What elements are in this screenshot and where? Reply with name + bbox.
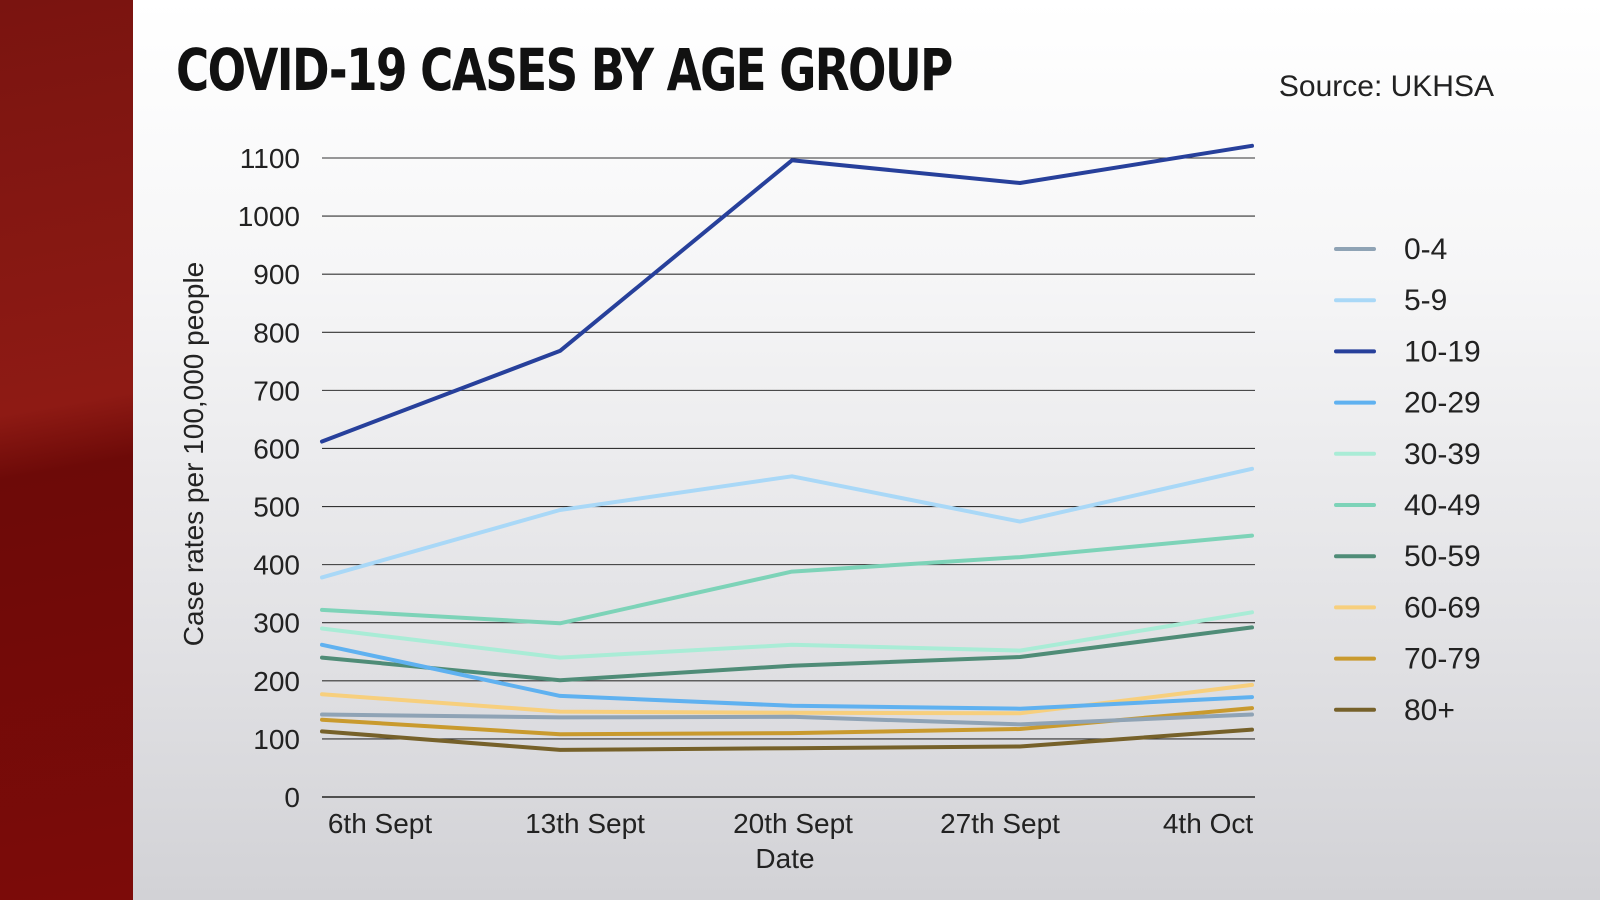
- x-tick-label: 6th Sept: [328, 808, 433, 839]
- y-tick-label: 1100: [240, 143, 300, 174]
- x-axis-label: Date: [755, 843, 814, 874]
- series-line-50-59: [320, 625, 1254, 683]
- y-tick-label: 700: [253, 375, 300, 406]
- legend-item: 60-69: [1334, 591, 1481, 624]
- y-tick-label: 500: [253, 492, 300, 523]
- legend-label: 0-4: [1404, 233, 1447, 266]
- y-tick-label: 400: [253, 550, 300, 581]
- legend-label: 20-29: [1404, 387, 1481, 420]
- series-line-80+: [320, 727, 1254, 752]
- legend-item: 80+: [1334, 694, 1455, 727]
- y-tick-label: 600: [253, 433, 300, 464]
- y-tick-label: 200: [253, 666, 300, 697]
- y-tick-label: 0: [284, 782, 300, 813]
- legend: 0-4 5-9 10-19 20-29 30-39 40-49 50-59 60-69 70-7…: [1334, 233, 1481, 727]
- left-decorative-band: [0, 0, 133, 900]
- x-tick-label: 4th Oct: [1163, 808, 1253, 839]
- legend-label: 70-79: [1404, 643, 1481, 676]
- chart-panel: [133, 0, 1600, 900]
- legend-item: 0-4: [1334, 233, 1447, 266]
- legend-item: 30-39: [1334, 438, 1481, 471]
- legend-label: 80+: [1404, 694, 1455, 727]
- legend-item: 40-49: [1334, 489, 1481, 522]
- series-lines: [320, 143, 1254, 752]
- legend-item: 10-19: [1334, 335, 1481, 368]
- y-tick-label: 800: [253, 317, 300, 348]
- source-label: Source: UKHSA: [1278, 70, 1494, 103]
- y-tick-label: 1000: [238, 201, 300, 232]
- legend-label: 5-9: [1404, 284, 1447, 317]
- series-line-5-9: [320, 466, 1254, 580]
- series-line-30-39: [320, 610, 1254, 660]
- x-axis-ticks: 6th Sept 13th Sept 20th Sept 27th Sept 4th O…: [328, 808, 1254, 839]
- legend-item: 20-29: [1334, 387, 1481, 420]
- y-axis-ticks: 0 100 200 300 400 500 600 700 800 900 1000 1100: [238, 143, 300, 813]
- legend-item: 5-9: [1334, 284, 1447, 317]
- legend-item: 70-79: [1334, 643, 1481, 676]
- legend-label: 50-59: [1404, 540, 1481, 573]
- legend-label: 60-69: [1404, 591, 1481, 624]
- legend-label: 40-49: [1404, 489, 1481, 522]
- legend-item: 50-59: [1334, 540, 1481, 573]
- series-line-60-69: [320, 682, 1254, 716]
- legend-label: 10-19: [1404, 335, 1481, 368]
- chart-title: COVID-19 CASES BY AGE GROUP: [176, 36, 953, 104]
- x-tick-label: 20th Sept: [733, 808, 853, 839]
- y-tick-label: 100: [253, 724, 300, 755]
- y-axis-label: Case rates per 100,000 people: [178, 262, 209, 647]
- x-tick-label: 13th Sept: [525, 808, 645, 839]
- y-tick-label: 300: [253, 608, 300, 639]
- series-line-0-4: [320, 712, 1254, 727]
- y-tick-label: 900: [253, 259, 300, 290]
- series-line-20-29: [320, 642, 1254, 711]
- series-line-10-19: [320, 143, 1254, 444]
- series-line-40-49: [320, 533, 1254, 626]
- legend-label: 30-39: [1404, 438, 1481, 471]
- x-tick-label: 27th Sept: [940, 808, 1060, 839]
